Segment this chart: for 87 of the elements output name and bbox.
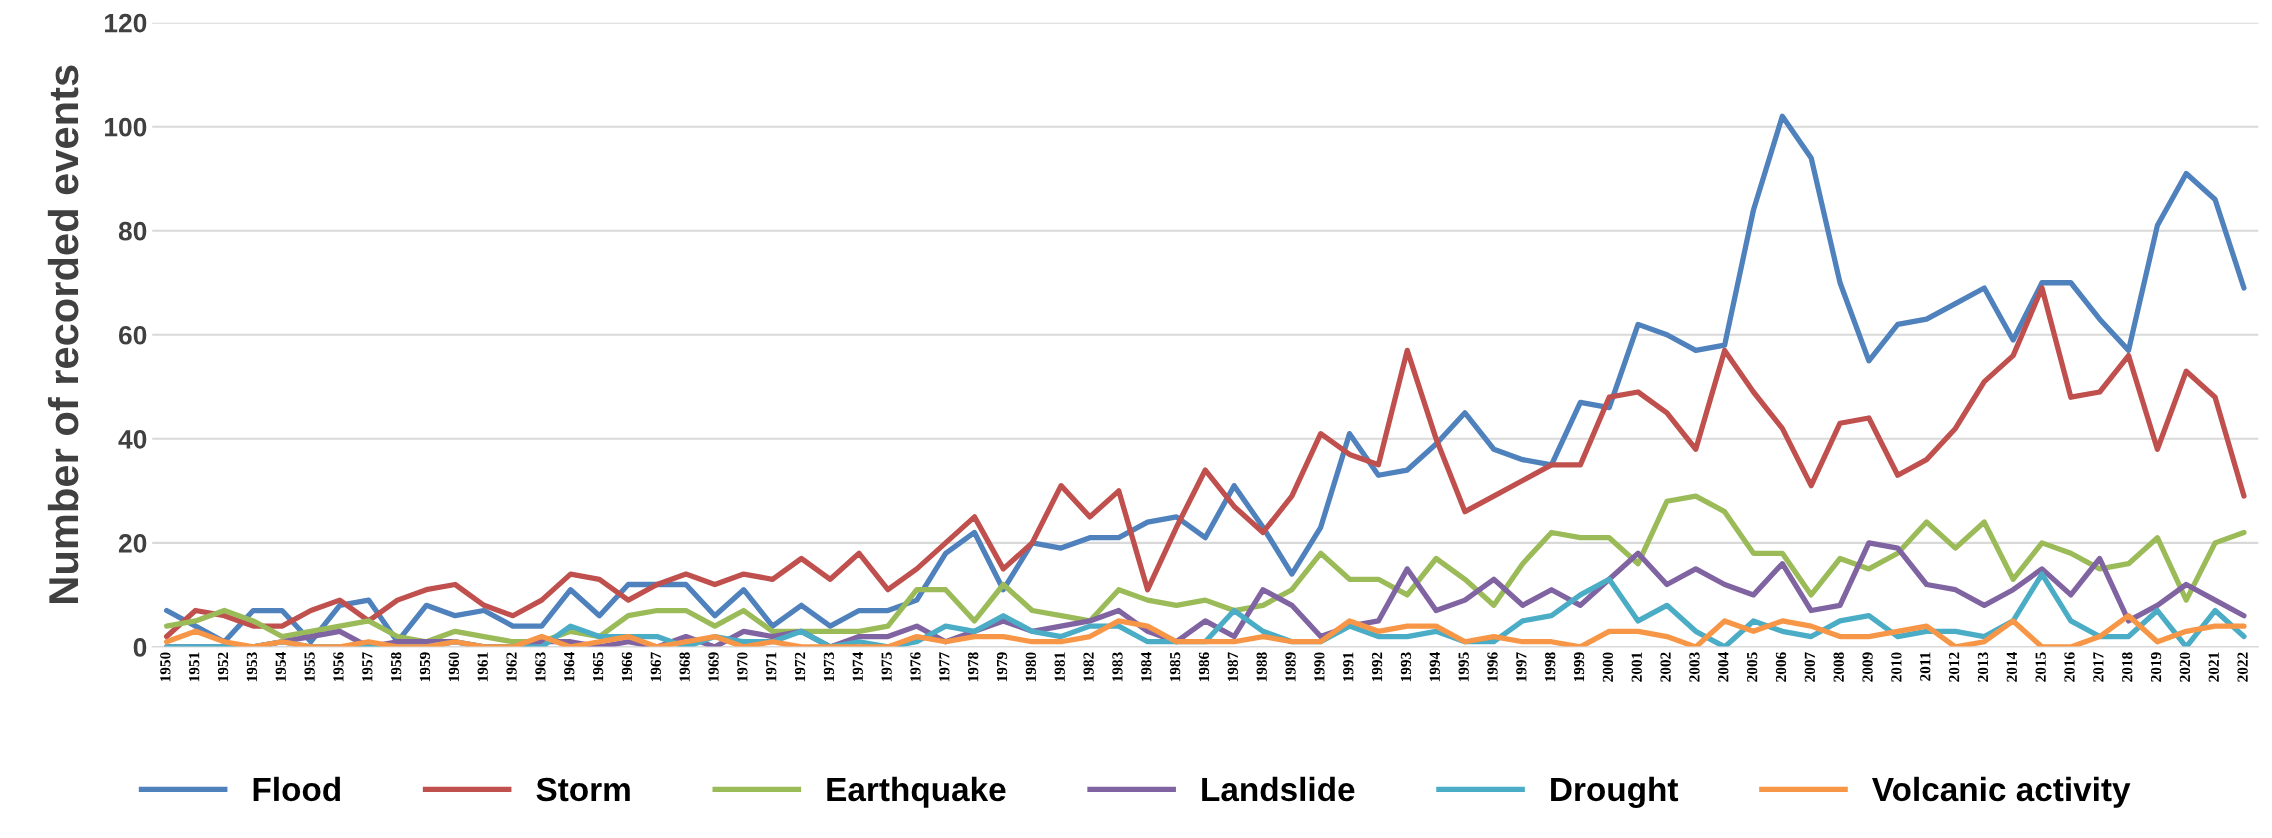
x-tick-label: 1967 <box>650 652 661 682</box>
x-tick-label: 1984 <box>1141 652 1152 682</box>
x-tick-label: 1982 <box>1083 652 1094 682</box>
x-tick-label: 2006 <box>1775 652 1787 682</box>
legend-label: Landslide <box>1202 776 1355 802</box>
x-tick-label: 1978 <box>968 652 979 682</box>
x-tick-label: 1988 <box>1256 652 1267 682</box>
x-tick-label: 1966 <box>621 652 633 682</box>
x-tick-label: 2019 <box>2150 652 2162 682</box>
y-tick-label: 20 <box>118 534 147 553</box>
x-tick-label: 2007 <box>1804 652 1815 682</box>
x-tick-label: 2009 <box>1862 652 1873 682</box>
x-tick-label: 2003 <box>1689 652 1700 682</box>
x-tick-label: 1972 <box>794 652 806 682</box>
x-tick-label: 2012 <box>1948 652 1960 682</box>
x-tick-label: 1957 <box>362 652 373 682</box>
x-tick-label: 1998 <box>1545 652 1556 682</box>
x-tick-label: 1987 <box>1227 652 1238 682</box>
x-tick-label: 1975 <box>881 652 892 682</box>
legend-label: Flood <box>253 776 340 802</box>
legend-label: Volcanic activity <box>1872 776 2131 808</box>
x-tick-label: 1952 <box>217 652 229 682</box>
x-tick-label: 2013 <box>1977 652 1989 682</box>
x-tick-label: 1970 <box>737 652 748 682</box>
x-tick-label: 1965 <box>592 652 604 682</box>
x-tick-label: 1951 <box>189 652 200 682</box>
x-tick-label: 1962 <box>506 652 517 682</box>
x-tick-label: 2001 <box>1631 652 1642 682</box>
x-tick-label: 2016 <box>2064 652 2075 682</box>
x-tick-label: 2015 <box>2035 652 2046 682</box>
x-tick-label: 1954 <box>275 652 286 682</box>
x-tick-label: 1999 <box>1573 652 1585 682</box>
legend-label: Drought <box>1551 776 1679 808</box>
x-tick-label: 1973 <box>823 652 835 682</box>
x-tick-label: 2010 <box>1891 652 1902 682</box>
y-tick-label: 80 <box>118 221 147 241</box>
x-tick-label: 1985 <box>1169 652 1181 682</box>
x-tick-label: 2020 <box>2179 652 2191 682</box>
y-axis-title: Number of recorded events <box>47 65 79 603</box>
x-tick-label: 1968 <box>679 652 690 682</box>
x-tick-label: 1963 <box>535 652 546 682</box>
y-tick-label: 0 <box>133 638 147 657</box>
legend-label: Storm <box>536 777 630 802</box>
x-tick-label: 1976 <box>910 652 921 682</box>
x-tick-label: 1960 <box>448 652 459 682</box>
y-tick-label: 100 <box>105 117 147 137</box>
x-tick-label: 1969 <box>708 652 719 682</box>
x-tick-label: 1997 <box>1516 652 1527 682</box>
x-tick-label: 2005 <box>1746 652 1758 682</box>
legend-label: Earthquake <box>827 776 1006 808</box>
x-tick-label: 1950 <box>160 652 171 682</box>
x-tick-label: 2011 <box>1920 652 1931 681</box>
x-tick-label: 1977 <box>939 652 950 682</box>
x-tick-label: 1993 <box>1400 652 1412 682</box>
x-tick-label: 1989 <box>1285 652 1296 682</box>
x-tick-label: 1979 <box>996 652 1008 682</box>
x-tick-label: 1958 <box>390 652 402 682</box>
x-tick-label: 1956 <box>333 652 344 682</box>
x-tick-label: 2000 <box>1602 652 1614 682</box>
x-tick-label: 1953 <box>246 652 258 682</box>
x-tick-label: 1994 <box>1429 652 1440 682</box>
x-tick-label: 2017 <box>2093 652 2104 682</box>
y-tick-label: 60 <box>118 325 147 345</box>
x-tick-label: 1974 <box>852 652 863 682</box>
x-tick-label: 2014 <box>2006 652 2017 682</box>
x-tick-label: 1964 <box>564 652 575 682</box>
x-tick-label: 1995 <box>1458 652 1469 682</box>
x-tick-label: 1986 <box>1198 652 1210 682</box>
x-tick-label: 1980 <box>1025 652 1037 682</box>
x-tick-label: 1959 <box>419 652 431 682</box>
x-tick-label: 1991 <box>1343 652 1354 682</box>
x-tick-label: 1971 <box>766 652 777 682</box>
x-tick-label: 1992 <box>1371 652 1383 682</box>
y-tick-label: 120 <box>105 13 147 33</box>
x-tick-label: 1981 <box>1054 652 1065 682</box>
x-tick-label: 2022 <box>2237 652 2248 682</box>
x-tick-label: 2004 <box>1718 652 1729 682</box>
x-tick-label: 2018 <box>2122 652 2133 682</box>
y-tick-label: 40 <box>118 429 147 449</box>
x-tick-label: 2021 <box>2208 652 2219 682</box>
x-tick-label: 1990 <box>1314 652 1325 682</box>
x-tick-label: 1983 <box>1112 652 1123 682</box>
x-tick-label: 1955 <box>304 652 315 682</box>
x-tick-label: 1961 <box>477 652 488 682</box>
x-tick-label: 1996 <box>1487 652 1498 682</box>
x-tick-label: 2002 <box>1660 652 1671 682</box>
x-tick-label: 2008 <box>1833 652 1844 682</box>
